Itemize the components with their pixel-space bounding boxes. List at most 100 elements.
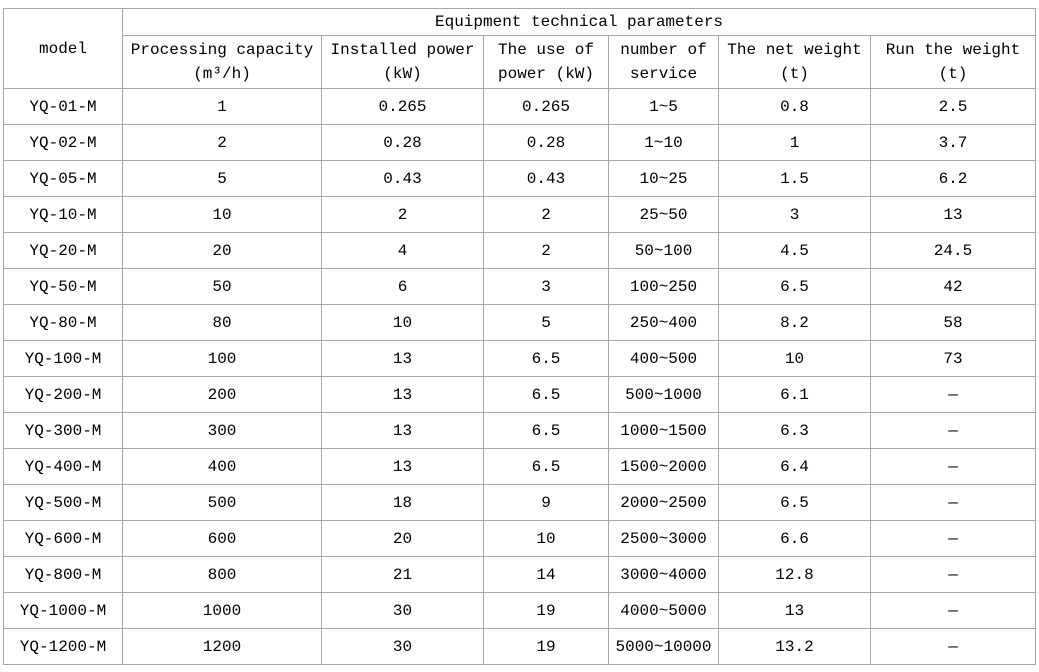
value-cell: 3 (718, 196, 871, 233)
value-cell: 100 (122, 340, 322, 377)
value-cell: 0.28 (483, 124, 609, 161)
table-row: YQ-50-M 50 6 3 100~250 6.5 42 (3, 268, 1037, 305)
value-cell: 30 (321, 628, 484, 665)
value-cell: 500~1000 (608, 376, 719, 413)
value-cell: 2 (321, 196, 484, 233)
model-cell: YQ-400-M (3, 448, 123, 485)
table-row: YQ-20-M 20 4 2 50~100 4.5 24.5 (3, 232, 1037, 269)
value-cell: 3 (483, 268, 609, 305)
value-cell: 42 (869, 268, 1037, 305)
value-cell: 6.5 (483, 340, 609, 377)
value-cell: 13 (321, 340, 484, 377)
model-cell: YQ-50-M (3, 268, 123, 305)
value-cell: 6.2 (869, 160, 1037, 197)
value-cell: 500 (122, 484, 322, 521)
model-cell: YQ-1200-M (3, 628, 123, 665)
value-cell: 13 (321, 448, 484, 485)
model-cell: YQ-600-M (3, 520, 123, 557)
value-cell: 18 (321, 484, 484, 521)
value-cell: — (869, 448, 1037, 485)
value-cell: — (869, 628, 1037, 665)
value-cell: 400 (122, 448, 322, 485)
column-header-line1: The use of (497, 41, 594, 59)
value-cell: 1000~1500 (608, 412, 719, 449)
value-cell: 10~25 (608, 160, 719, 197)
column-header-row: Processing capacity (m³/h) Installed pow… (4, 35, 1037, 89)
value-cell: 9 (483, 484, 609, 521)
value-cell: — (869, 376, 1037, 413)
value-cell: 6.5 (483, 412, 609, 449)
value-cell: 25~50 (608, 196, 719, 233)
value-cell: 2500~3000 (608, 520, 719, 557)
value-cell: 1500~2000 (608, 448, 719, 485)
model-cell: YQ-1000-M (3, 592, 123, 629)
model-cell: YQ-800-M (3, 556, 123, 593)
value-cell: 20 (122, 232, 322, 269)
value-cell: 1~10 (608, 124, 719, 161)
model-cell: YQ-500-M (3, 484, 123, 521)
value-cell: 1000 (122, 592, 322, 629)
value-cell: 10 (122, 196, 322, 233)
value-cell: 2 (483, 232, 609, 269)
value-cell: 300 (122, 412, 322, 449)
value-cell: 6.3 (718, 412, 871, 449)
value-cell: 12.8 (718, 556, 871, 593)
value-cell: 20 (321, 520, 484, 557)
table-row: YQ-05-M 5 0.43 0.43 10~25 1.5 6.2 (3, 160, 1037, 197)
model-cell: YQ-300-M (3, 412, 123, 449)
value-cell: — (869, 556, 1037, 593)
model-cell: YQ-05-M (3, 160, 123, 197)
model-cell: YQ-01-M (3, 88, 123, 125)
model-cell: YQ-20-M (3, 232, 123, 269)
value-cell: 58 (869, 304, 1037, 341)
table-row: YQ-500-M 500 18 9 2000~2500 6.5— (3, 484, 1037, 521)
table-row: YQ-200-M 200 13 6.5 500~1000 6.1— (3, 376, 1037, 413)
value-cell: 21 (321, 556, 484, 593)
table-row: YQ-300-M 300 13 6.5 1000~1500 6.3— (3, 412, 1037, 449)
model-cell: YQ-100-M (3, 340, 123, 377)
value-cell: 4.5 (718, 232, 871, 269)
value-cell: 5 (483, 304, 609, 341)
value-cell: 6.6 (718, 520, 871, 557)
column-header-line2: (t) (780, 65, 809, 83)
value-cell: 3.7 (869, 124, 1037, 161)
value-cell: — (869, 484, 1037, 521)
value-cell: 10 (718, 340, 871, 377)
column-header-line2: (t) (938, 65, 968, 83)
column-header-line2: power (kW) (497, 65, 594, 83)
value-cell: 6.5 (718, 268, 871, 305)
value-cell: 19 (483, 628, 609, 665)
column-header-net-weight: The net weight (t) (718, 35, 871, 89)
table-row: YQ-02-M 2 0.28 0.28 1~10 1 3.7 (3, 124, 1037, 161)
column-header-number-of-service: number of service (608, 35, 719, 89)
value-cell: 0.265 (321, 88, 484, 125)
value-cell: 4000~5000 (608, 592, 719, 629)
value-cell: 0.43 (483, 160, 609, 197)
model-cell: YQ-200-M (3, 376, 123, 413)
value-cell: 4 (321, 232, 484, 269)
value-cell: 24.5 (869, 232, 1037, 269)
value-cell: 2000~2500 (608, 484, 719, 521)
value-cell: 80 (122, 304, 322, 341)
value-cell: 13 (718, 592, 871, 629)
value-cell: 1 (122, 88, 322, 125)
value-cell: 800 (122, 556, 322, 593)
column-header-line1: Installed power (330, 41, 475, 59)
value-cell: — (869, 412, 1037, 449)
column-header-line2: service (629, 65, 698, 83)
column-header-line1: The net weight (727, 41, 862, 59)
value-cell: 13 (869, 196, 1037, 233)
model-header-cell: model (3, 8, 123, 89)
value-cell: 6.5 (718, 484, 871, 521)
value-cell: 100~250 (608, 268, 719, 305)
value-cell: 10 (321, 304, 484, 341)
value-cell: 3000~4000 (608, 556, 719, 593)
model-cell: YQ-02-M (3, 124, 123, 161)
table-row: YQ-1200-M 1200 30 19 5000~10000 13.2— (3, 628, 1037, 665)
value-cell: 250~400 (608, 304, 719, 341)
value-cell: 6 (321, 268, 484, 305)
value-cell: 1~5 (608, 88, 719, 125)
model-cell: YQ-10-M (3, 196, 123, 233)
value-cell: 2.5 (869, 88, 1037, 125)
